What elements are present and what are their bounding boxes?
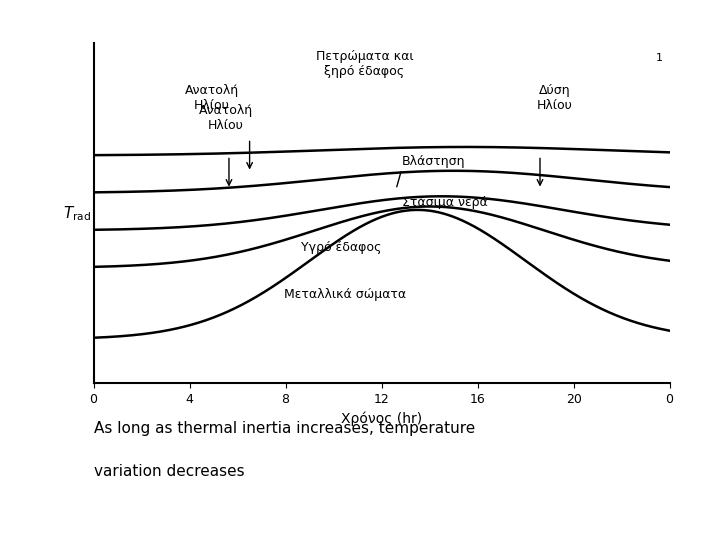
Text: Δύση
Ηλίου: Δύση Ηλίου xyxy=(536,84,572,112)
Y-axis label: $T_\mathrm{rad}$: $T_\mathrm{rad}$ xyxy=(63,204,91,222)
Text: Στάσιμα νερά: Στάσιμα νερά xyxy=(402,197,487,210)
X-axis label: Χρόνος (hr): Χρόνος (hr) xyxy=(341,411,422,426)
Text: Πετρώματα και
ξηρό έδαφος: Πετρώματα και ξηρό έδαφος xyxy=(315,50,413,78)
Text: Ανατολή
Ηλίου: Ανατολή Ηλίου xyxy=(199,104,253,132)
Text: As long as thermal inertia increases, temperature: As long as thermal inertia increases, te… xyxy=(94,421,475,436)
Text: 1: 1 xyxy=(655,53,662,63)
Text: Ανατολή
Ηλίου: Ανατολή Ηλίου xyxy=(184,84,239,112)
Text: Υγρό έδαφος: Υγρό έδαφος xyxy=(301,240,382,253)
Text: Βλάστηση: Βλάστηση xyxy=(402,156,465,168)
Text: variation decreases: variation decreases xyxy=(94,464,244,480)
Text: Μεταλλικά σώματα: Μεταλλικά σώματα xyxy=(284,288,406,301)
